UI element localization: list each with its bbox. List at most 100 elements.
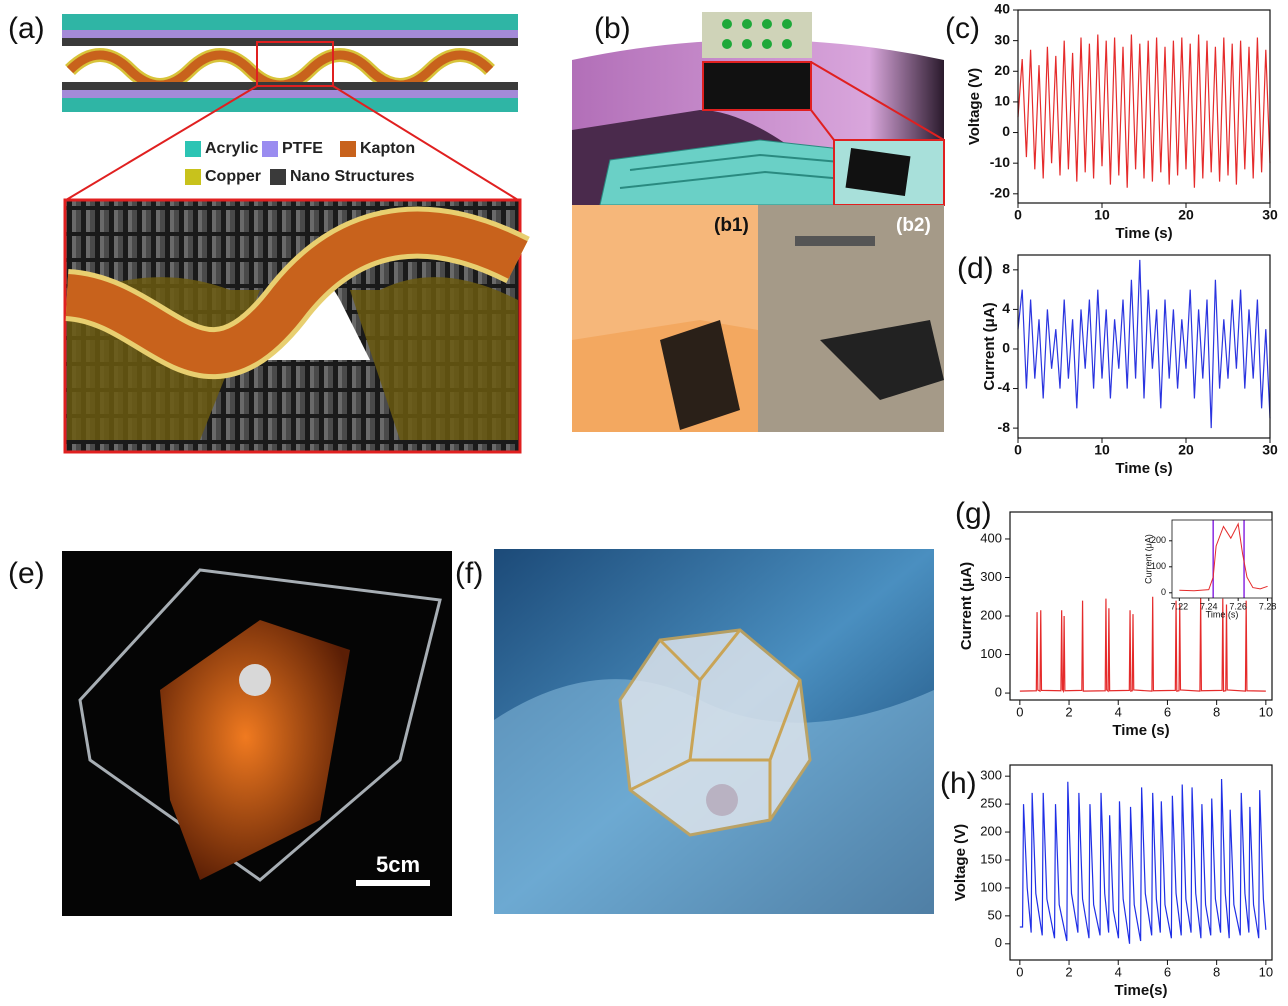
dodecahedron: [618, 628, 812, 837]
harvester-illustration: (b1) (b2): [572, 12, 945, 432]
y-tick-label: 150: [980, 851, 1002, 866]
led-bar: [795, 236, 875, 246]
y-tick-label: -10: [990, 154, 1010, 170]
y-axis-title: Current (μA): [981, 302, 998, 390]
plot-frame: [1009, 764, 1273, 961]
device-illustration: [62, 14, 530, 454]
x-tick-label: 2: [1065, 964, 1072, 979]
x-tick-label: 20: [1178, 442, 1194, 458]
panel-labels: (a) (b) (c) (d) (e) (f) (g) (h): [8, 12, 994, 800]
scale-bar: [356, 880, 430, 886]
photo-label: (b2): [896, 215, 931, 236]
y-tick-label: -4: [998, 379, 1011, 395]
acrylic-box: [78, 568, 442, 882]
legend-swatch: [185, 141, 201, 157]
x-tick-label: 2: [1065, 704, 1072, 719]
x-tick-label: 4: [1115, 704, 1122, 719]
legend: Acrylic PTFE Kapton Copper Nano Structures: [185, 140, 415, 185]
stair-edge: [619, 153, 856, 189]
y-tick-label: 8: [1002, 261, 1010, 277]
x-axis-title: Time (s): [1115, 460, 1172, 477]
layer: [62, 90, 518, 98]
y-tick-label: 0: [1002, 340, 1010, 356]
edges: [629, 629, 802, 820]
x-tick-label: 30: [1262, 442, 1278, 458]
x-axis-title: Time(s): [1114, 982, 1167, 999]
y-tick-label: 400: [980, 530, 1002, 545]
legend-label: Kapton: [360, 140, 415, 157]
layer: [62, 30, 518, 38]
y-tick-label: 0: [1002, 123, 1010, 139]
cube: [160, 620, 350, 880]
panel-label: (g): [955, 497, 992, 530]
data-line: [1019, 596, 1266, 694]
x-tick-label: 7.26: [1229, 601, 1247, 611]
chart: 0 10 20 30 -8 -4 0 4 8 Time (s) Current (μA): [981, 254, 1278, 477]
x-tick-label: 0: [1016, 704, 1023, 719]
y-tick-label: 200: [1151, 535, 1166, 545]
panel-label: (f): [455, 557, 483, 590]
layer: [62, 98, 518, 112]
ball: [239, 664, 271, 696]
device-photo: [820, 320, 944, 400]
x-axis-title: Time (s): [1112, 722, 1169, 739]
x-tick-label: 6: [1164, 704, 1171, 719]
panel-label: (c): [945, 12, 980, 45]
y-tick-label: 50: [988, 907, 1002, 922]
x-tick-label: 7.22: [1171, 601, 1189, 611]
photo-f: [494, 549, 934, 914]
chart: 0 2 4 6 8 10050100150200250300Time(s)Voltage …: [952, 764, 1273, 999]
legend-swatch: [340, 141, 356, 157]
x-tick-label: 10: [1094, 442, 1110, 458]
y-tick-label: -8: [998, 419, 1011, 435]
plot-frame: [1171, 519, 1273, 599]
plot-frame: [1017, 254, 1271, 439]
x-tick-label: 7.24: [1200, 601, 1218, 611]
data-line: [1017, 259, 1271, 429]
chart: 7.22 7.24 7.26 7.28 0 100 200 Time (s) Current (…: [1143, 519, 1277, 619]
x-tick-label: 0: [1016, 964, 1023, 979]
zoom-line: [810, 61, 945, 141]
layer: [62, 14, 518, 30]
y-tick-label: 200: [980, 823, 1002, 838]
photo-label: (b1): [714, 215, 749, 236]
x-tick-label: 10: [1259, 704, 1273, 719]
y-tick-label: 250: [980, 796, 1002, 811]
data-line: [1019, 778, 1267, 944]
legend-swatch: [185, 169, 201, 185]
y-tick-label: 0: [995, 935, 1002, 950]
legend-label: Copper: [205, 168, 261, 185]
panel-label: (h): [940, 767, 977, 800]
data-line: [1179, 522, 1268, 592]
y-tick-label: 20: [994, 62, 1010, 78]
x-tick-label: 8: [1213, 704, 1220, 719]
scale-label: 5cm: [376, 852, 420, 877]
y-tick-label: 30: [994, 31, 1010, 47]
y-tick-label: 100: [980, 646, 1002, 661]
y-tick-label: -20: [990, 185, 1010, 201]
inset-background: [1172, 520, 1272, 598]
x-axis-title: Time (s): [1115, 225, 1172, 242]
y-axis-title: Current (μA): [958, 562, 975, 650]
plot-frame: [1009, 511, 1273, 701]
panel-label: (b): [594, 12, 631, 45]
y-tick-label: 300: [980, 569, 1002, 584]
legend-label: Nano Structures: [290, 168, 415, 185]
x-tick-label: 10: [1094, 207, 1110, 223]
panel-label: (e): [8, 557, 45, 590]
copper: [350, 277, 518, 440]
device-pad: [702, 61, 812, 111]
data-line: [1017, 34, 1271, 188]
y-tick-label: 200: [980, 607, 1002, 622]
panel-label: (a): [8, 12, 45, 45]
y-axis-title: Current (μA): [1143, 534, 1153, 584]
x-tick-label: 0: [1014, 207, 1022, 223]
y-tick-label: 100: [980, 879, 1002, 894]
y-tick-label: 4: [1002, 300, 1010, 316]
legend-swatch: [270, 169, 286, 185]
zoom-marker: [256, 41, 334, 87]
x-tick-label: 7.28: [1259, 601, 1277, 611]
